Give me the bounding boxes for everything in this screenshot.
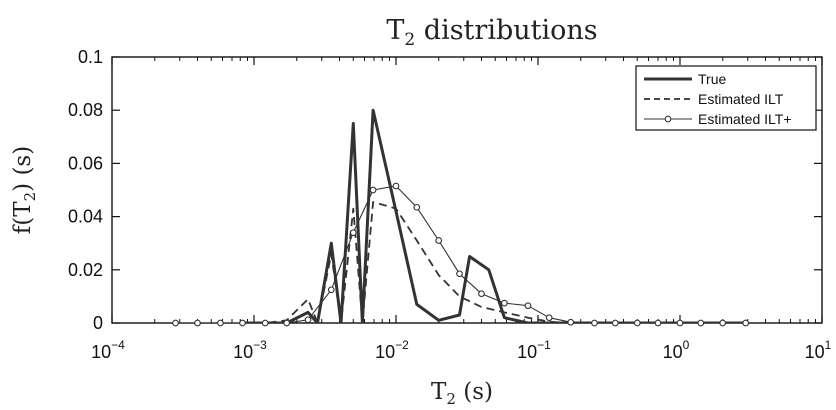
series-point [172, 319, 179, 327]
y-axis-title: f(T2) (s) [10, 146, 39, 234]
series-point [697, 319, 705, 327]
chart-title: T2 distributions [386, 15, 597, 50]
series-point [719, 319, 727, 327]
series-point [349, 229, 357, 236]
legend-label-1: True [698, 71, 726, 87]
series-layer [172, 108, 750, 327]
series-point [304, 316, 312, 324]
legend-marker [664, 115, 672, 123]
series-point [524, 302, 532, 310]
series-point [194, 319, 201, 327]
series-point [591, 319, 598, 327]
y-axis: 0 0.02 0.04 0.06 0.08 0.1 [68, 47, 822, 333]
legend-label-2: Estimated ILT [698, 91, 784, 107]
y-tick-label: 0.02 [68, 260, 103, 280]
series-point [654, 319, 662, 327]
x-axis-title: T2 (s) [431, 379, 493, 408]
x-tick-label: 101 [805, 338, 832, 362]
series-point [478, 290, 485, 298]
series-point [239, 319, 246, 327]
series-point [283, 319, 291, 327]
y-tick-label: 0.04 [68, 207, 103, 227]
series-point [545, 314, 553, 322]
x-tick-label: 10−4 [91, 338, 125, 362]
series-point [217, 319, 224, 327]
y-tick-label: 0.08 [68, 100, 103, 120]
series-point [501, 299, 508, 307]
series-point [742, 319, 750, 327]
series-point [456, 270, 463, 278]
plot-frame [111, 56, 823, 324]
legend-label-3: Estimated ILT+ [698, 111, 792, 127]
series-point [676, 319, 684, 327]
series-point [567, 318, 575, 326]
series-point [392, 182, 400, 190]
y-tick-label: 0.1 [78, 47, 103, 67]
x-axis: 10−4 10−3 10−2 10−1 100 101 [91, 57, 832, 362]
x-tick-label: 100 [663, 338, 690, 362]
x-tick-label: 10−1 [517, 338, 551, 362]
x-tick-label: 10−2 [375, 338, 409, 362]
y-tick-label: 0.06 [68, 153, 103, 173]
series-point [435, 237, 443, 244]
series-point [633, 319, 641, 327]
series-point [261, 319, 269, 327]
series-line-2 [242, 201, 746, 323]
legend: True Estimated ILT Estimated ILT+ [635, 65, 817, 131]
plot-border [111, 56, 823, 324]
x-tick-label: 10−3 [233, 338, 267, 362]
series-point [611, 319, 619, 327]
series-point [413, 203, 421, 211]
series-point [369, 186, 377, 194]
series-point [327, 286, 335, 294]
series-line-1 [242, 108, 746, 323]
y-tick-label: 0 [93, 313, 103, 333]
